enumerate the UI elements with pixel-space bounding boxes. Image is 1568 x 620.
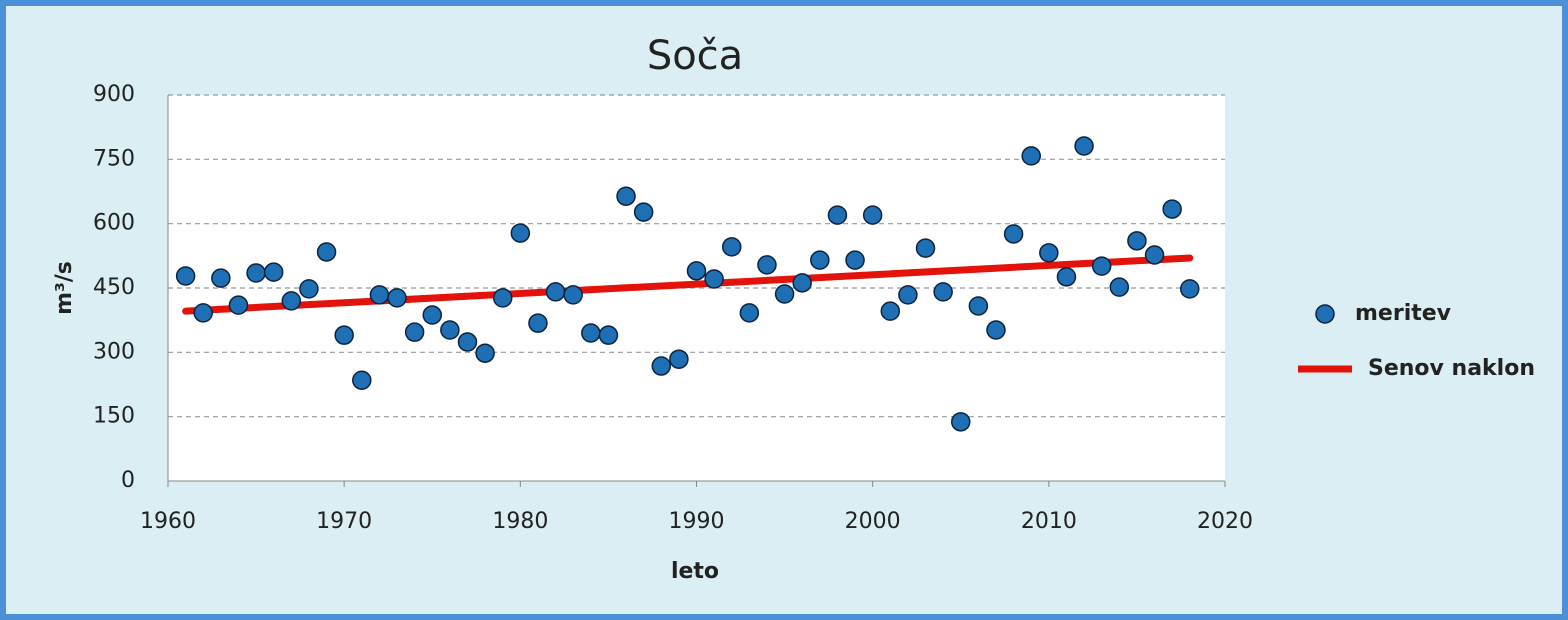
point [545,282,566,302]
point [369,285,390,305]
point [968,296,989,316]
x-axis-label: leto [671,559,719,584]
point [352,370,372,390]
point [986,320,1006,340]
point [1021,146,1041,166]
point [651,356,672,376]
y-tick-label: 900 [93,82,135,107]
point [263,262,284,282]
point [457,332,478,352]
point [1109,277,1130,297]
point [898,285,918,305]
point [792,273,812,293]
point [1074,136,1094,156]
point [1144,245,1165,265]
y-axis-label: m³/s [52,261,77,315]
point [193,303,213,323]
chart-title: Soča [647,33,743,79]
x-tick-label: 1960 [140,509,196,534]
legend-label: meritev [1355,301,1452,326]
y-tick-label: 450 [93,275,135,300]
point [1091,256,1112,276]
y-tick-label: 600 [93,211,135,236]
point [316,242,337,262]
y-tick-label: 300 [93,339,135,364]
point [845,250,865,270]
x-tick-label: 2010 [1021,509,1077,534]
legend-label: Senov naklon [1368,356,1535,381]
point [228,295,249,315]
point [739,303,760,323]
point [1056,267,1077,287]
point [1039,243,1059,263]
point [933,282,953,302]
point [528,313,548,333]
point [1162,199,1182,219]
point [404,322,425,342]
plot-area [168,95,1225,481]
x-tick-label: 1980 [492,509,548,534]
point [422,305,442,325]
x-tick-label: 2020 [1197,509,1253,534]
x-tick-label: 1990 [669,509,725,534]
point [633,202,654,222]
point [1180,279,1200,299]
x-tick-label: 2000 [845,509,901,534]
point [951,412,971,432]
point [915,238,936,258]
point [475,343,495,363]
point [810,250,830,270]
point [704,269,724,289]
point [880,301,901,321]
point [175,266,196,286]
point [334,325,354,345]
x-tick-label: 1970 [316,509,372,534]
point [387,288,407,308]
point [1127,231,1147,251]
point [211,268,231,288]
point [510,223,531,243]
point [721,237,742,257]
point [686,261,707,281]
trend-line [182,254,1194,315]
y-tick-label: 750 [93,146,135,171]
point [492,288,513,308]
point [616,186,636,206]
point [598,325,619,345]
legend-marker [1315,304,1335,324]
y-tick-label: 150 [93,404,135,429]
y-tick-label: 0 [121,468,135,493]
point [581,323,601,343]
point [827,205,848,225]
point [563,285,583,305]
point [757,255,777,275]
point [774,284,795,304]
point [281,291,302,311]
point [862,205,883,225]
point [299,279,319,299]
point [669,349,689,369]
point [246,263,266,283]
point [1003,224,1024,244]
point [440,320,460,340]
